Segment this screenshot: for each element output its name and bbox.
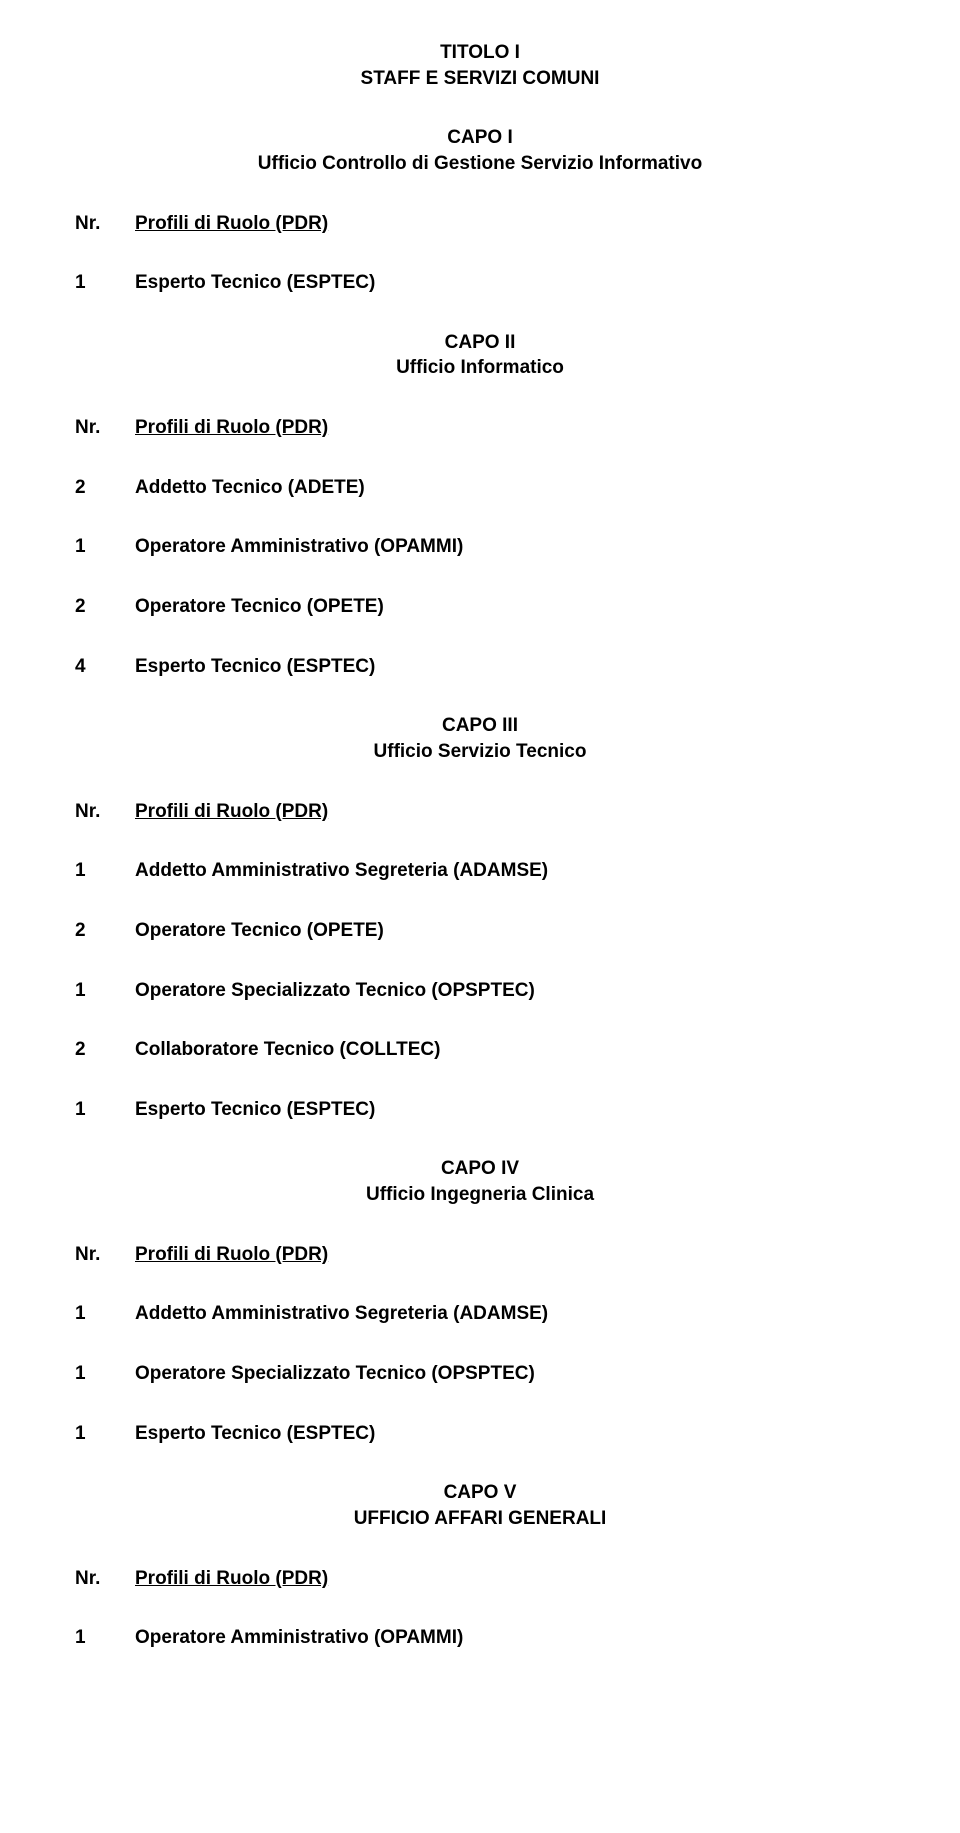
row-label: Esperto Tecnico (ESPTEC) xyxy=(135,1097,960,1123)
nr-header: Nr. xyxy=(0,211,135,237)
row-nr: 1 xyxy=(0,1301,135,1327)
pdr-header: Profili di Ruolo (PDR) xyxy=(135,799,960,825)
table-row: 1 Addetto Amministrativo Segreteria (ADA… xyxy=(0,858,960,884)
capo1-line-2: Ufficio Controllo di Gestione Servizio I… xyxy=(0,151,960,177)
capo3-line-1: CAPO III xyxy=(0,713,960,739)
capo3-pdr-row: Nr. Profili di Ruolo (PDR) xyxy=(0,799,960,825)
capo1-pdr-row: Nr. Profili di Ruolo (PDR) xyxy=(0,211,960,237)
capo2-pdr-row: Nr. Profili di Ruolo (PDR) xyxy=(0,415,960,441)
title-line-2: STAFF E SERVIZI COMUNI xyxy=(0,66,960,92)
capo5-line-1: CAPO V xyxy=(0,1480,960,1506)
table-row: 1 Operatore Amministrativo (OPAMMI) xyxy=(0,1625,960,1651)
row-label: Esperto Tecnico (ESPTEC) xyxy=(135,270,960,296)
pdr-header: Profili di Ruolo (PDR) xyxy=(135,415,960,441)
document-title: TITOLO I STAFF E SERVIZI COMUNI xyxy=(0,40,960,91)
row-label: Operatore Tecnico (OPETE) xyxy=(135,594,960,620)
capo3-header: CAPO III Ufficio Servizio Tecnico xyxy=(0,713,960,764)
title-line-1: TITOLO I xyxy=(0,40,960,66)
table-row: 2 Operatore Tecnico (OPETE) xyxy=(0,594,960,620)
table-row: 1 Esperto Tecnico (ESPTEC) xyxy=(0,1421,960,1447)
row-label: Operatore Amministrativo (OPAMMI) xyxy=(135,1625,960,1651)
row-label: Operatore Tecnico (OPETE) xyxy=(135,918,960,944)
row-nr: 1 xyxy=(0,1421,135,1447)
nr-header: Nr. xyxy=(0,1242,135,1268)
row-nr: 4 xyxy=(0,654,135,680)
capo4-header: CAPO IV Ufficio Ingegneria Clinica xyxy=(0,1156,960,1207)
row-nr: 1 xyxy=(0,1361,135,1387)
pdr-header: Profili di Ruolo (PDR) xyxy=(135,1242,960,1268)
table-row: 2 Addetto Tecnico (ADETE) xyxy=(0,475,960,501)
capo1-header: CAPO I Ufficio Controllo di Gestione Ser… xyxy=(0,125,960,176)
capo5-pdr-row: Nr. Profili di Ruolo (PDR) xyxy=(0,1566,960,1592)
table-row: 1 Addetto Amministrativo Segreteria (ADA… xyxy=(0,1301,960,1327)
row-label: Operatore Specializzato Tecnico (OPSPTEC… xyxy=(135,978,960,1004)
row-label: Esperto Tecnico (ESPTEC) xyxy=(135,654,960,680)
capo2-line-1: CAPO II xyxy=(0,330,960,356)
capo2-header: CAPO II Ufficio Informatico xyxy=(0,330,960,381)
table-row: 1 Operatore Specializzato Tecnico (OPSPT… xyxy=(0,1361,960,1387)
row-nr: 1 xyxy=(0,1097,135,1123)
row-nr: 1 xyxy=(0,978,135,1004)
row-label: Collaboratore Tecnico (COLLTEC) xyxy=(135,1037,960,1063)
row-label: Addetto Amministrativo Segreteria (ADAMS… xyxy=(135,858,960,884)
nr-header: Nr. xyxy=(0,799,135,825)
capo4-pdr-row: Nr. Profili di Ruolo (PDR) xyxy=(0,1242,960,1268)
table-row: 1 Operatore Specializzato Tecnico (OPSPT… xyxy=(0,978,960,1004)
row-nr: 1 xyxy=(0,534,135,560)
table-row: 4 Esperto Tecnico (ESPTEC) xyxy=(0,654,960,680)
capo4-line-1: CAPO IV xyxy=(0,1156,960,1182)
row-nr: 2 xyxy=(0,594,135,620)
nr-header: Nr. xyxy=(0,1566,135,1592)
row-label: Operatore Amministrativo (OPAMMI) xyxy=(135,534,960,560)
capo5-header: CAPO V UFFICIO AFFARI GENERALI xyxy=(0,1480,960,1531)
pdr-header: Profili di Ruolo (PDR) xyxy=(135,211,960,237)
table-row: 1 Esperto Tecnico (ESPTEC) xyxy=(0,270,960,296)
nr-header: Nr. xyxy=(0,415,135,441)
table-row: 2 Collaboratore Tecnico (COLLTEC) xyxy=(0,1037,960,1063)
capo3-line-2: Ufficio Servizio Tecnico xyxy=(0,739,960,765)
capo1-line-1: CAPO I xyxy=(0,125,960,151)
row-nr: 1 xyxy=(0,858,135,884)
capo2-line-2: Ufficio Informatico xyxy=(0,355,960,381)
row-nr: 2 xyxy=(0,1037,135,1063)
pdr-header: Profili di Ruolo (PDR) xyxy=(135,1566,960,1592)
row-nr: 2 xyxy=(0,475,135,501)
row-nr: 1 xyxy=(0,270,135,296)
table-row: 1 Operatore Amministrativo (OPAMMI) xyxy=(0,534,960,560)
capo4-line-2: Ufficio Ingegneria Clinica xyxy=(0,1182,960,1208)
row-label: Addetto Tecnico (ADETE) xyxy=(135,475,960,501)
row-nr: 1 xyxy=(0,1625,135,1651)
row-nr: 2 xyxy=(0,918,135,944)
row-label: Addetto Amministrativo Segreteria (ADAMS… xyxy=(135,1301,960,1327)
row-label: Operatore Specializzato Tecnico (OPSPTEC… xyxy=(135,1361,960,1387)
table-row: 2 Operatore Tecnico (OPETE) xyxy=(0,918,960,944)
table-row: 1 Esperto Tecnico (ESPTEC) xyxy=(0,1097,960,1123)
row-label: Esperto Tecnico (ESPTEC) xyxy=(135,1421,960,1447)
capo5-line-2: UFFICIO AFFARI GENERALI xyxy=(0,1506,960,1532)
